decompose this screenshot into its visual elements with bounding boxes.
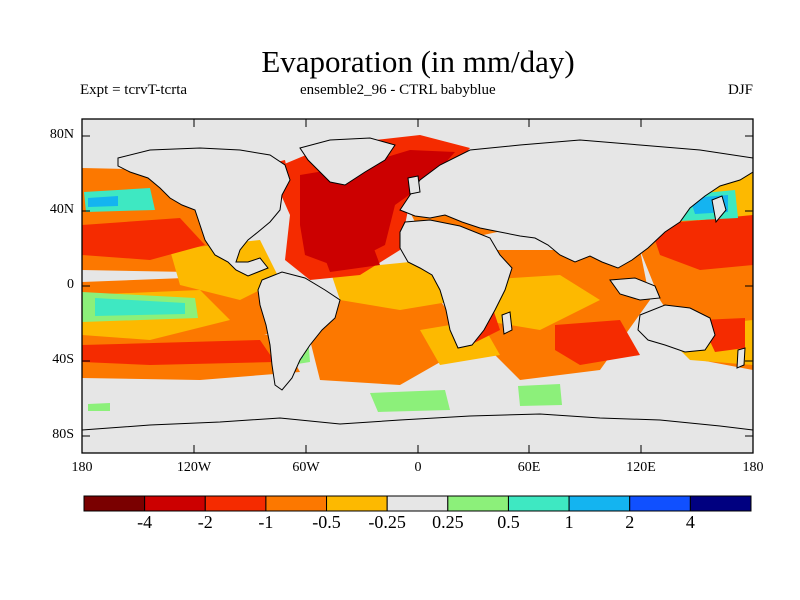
greenland-outline (299, 137, 396, 186)
colorbar-swatch (447, 495, 509, 512)
colorbar-label: -0.5 (312, 512, 341, 532)
antarctica-outline (82, 413, 753, 453)
lon-label-180e: 180 (742, 460, 764, 475)
green-patch-southern-ocean-atlantic (370, 390, 450, 412)
experiment-label: Expt = tcrvT-tcrta (80, 82, 188, 98)
lat-ticks (82, 135, 753, 437)
map-field (82, 119, 753, 453)
cyan-patch-central-pacific (95, 298, 185, 316)
lat-label-0: 0 (67, 277, 74, 292)
lon-label-120w: 120W (176, 460, 212, 475)
japan-outline (711, 195, 727, 224)
red-region-southern-ocean (82, 340, 275, 365)
lon-label-120e: 120E (626, 460, 656, 475)
north-america-outline (117, 147, 291, 277)
colorbar-swatch (568, 495, 631, 512)
colorbar-swatch (326, 495, 388, 512)
colorbar-swatch (689, 495, 752, 512)
colorbar (83, 495, 752, 512)
green-patch-southern-ocean-indian (518, 384, 562, 406)
new-zealand-outline (736, 347, 746, 369)
colorbar-label: -1 (258, 512, 274, 532)
lat-label-40s: 40S (52, 352, 74, 367)
lat-label-80s: 80S (52, 427, 74, 442)
africa-outline (399, 219, 513, 349)
lon-label-60w: 60W (292, 460, 320, 475)
colorbar-label: 4 (685, 512, 695, 532)
eurasia-outline (399, 139, 753, 269)
map-title: Evaporation (in mm/day) (261, 44, 575, 79)
south-america-outline (257, 271, 341, 391)
lon-label-0: 0 (414, 460, 422, 475)
red-region-north-pacific (82, 218, 205, 260)
colorbar-swatch (629, 495, 691, 512)
australia-outline (637, 304, 716, 353)
lon-label-60e: 60E (517, 460, 541, 475)
lon-label-180w: 180 (71, 460, 93, 475)
yellow-region-east-pacific (170, 240, 280, 300)
lon-ticks (81, 119, 754, 453)
colorbar-swatch (204, 495, 267, 512)
colorbar-label: -2 (197, 512, 213, 532)
colorbar-swatch (265, 495, 328, 512)
orange-region-south-atlantic (300, 300, 470, 385)
blue-patch-north-pacific (88, 196, 118, 207)
ensemble-label: ensemble2_96 - CTRL babyblue (300, 82, 496, 98)
uk-outline (407, 175, 421, 195)
colorbar-label: 2 (625, 512, 635, 532)
darkred-core-subtropical-atlantic (320, 238, 380, 272)
colorbar-label: -0.25 (368, 512, 406, 532)
red-region-indian-ocean (555, 320, 640, 365)
lat-label-80n: 80N (49, 127, 74, 142)
colorbar-swatch (386, 495, 449, 512)
colorbar-label: 0.25 (432, 512, 464, 532)
colorbar-swatch (83, 495, 146, 512)
colorbar-swatch (507, 495, 570, 512)
colorbar-label: -4 (137, 512, 153, 532)
coastlines (82, 137, 753, 453)
green-patch-southern-ocean-pacific (88, 403, 110, 411)
colorbar-label: 1 (564, 512, 574, 532)
madagascar-outline (501, 311, 513, 335)
red-region-kuroshio (650, 215, 753, 270)
indonesia-outline (609, 277, 661, 301)
season-label: DJF (727, 82, 753, 98)
lat-label-40n: 40N (49, 202, 74, 217)
colorbar-swatch (144, 495, 206, 512)
colorbar-label: 0.5 (497, 512, 520, 532)
